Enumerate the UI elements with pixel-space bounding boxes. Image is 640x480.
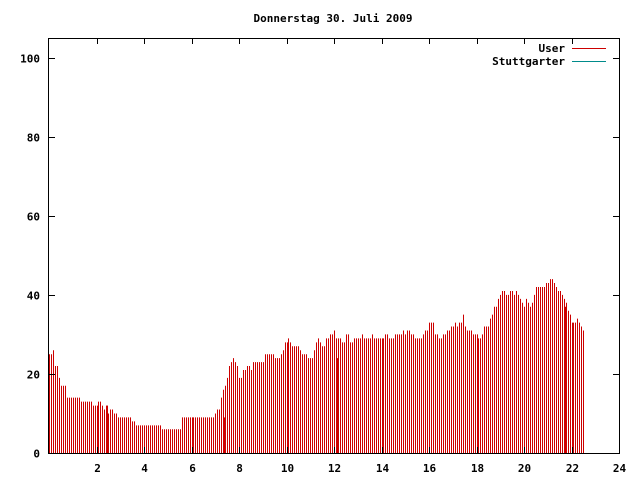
x-tick-label: 6 bbox=[189, 462, 196, 475]
x-tick-label: 14 bbox=[376, 462, 390, 475]
y-ticks: 0 20 40 60 80 100 bbox=[20, 53, 619, 461]
x-tick-label: 16 bbox=[423, 462, 437, 475]
x-tick-label: 20 bbox=[518, 462, 531, 475]
y-tick-label: 100 bbox=[20, 53, 40, 66]
x-tick-label: 2 bbox=[94, 462, 101, 475]
bars-layer bbox=[49, 279, 584, 453]
x-tick-label: 4 bbox=[141, 462, 148, 475]
x-tick-label: 8 bbox=[236, 462, 243, 475]
y-tick-label: 60 bbox=[27, 211, 40, 224]
user-bar-highlight bbox=[223, 417, 225, 453]
user-bar-highlight bbox=[336, 358, 338, 453]
x-tick-label: 22 bbox=[566, 462, 579, 475]
x-tick-label: 24 bbox=[613, 462, 627, 475]
y-tick-label: 80 bbox=[27, 132, 40, 145]
y-tick-label: 40 bbox=[27, 290, 40, 303]
x-tick-label: 12 bbox=[328, 462, 341, 475]
chart-title: Donnerstag 30. Juli 2009 bbox=[254, 12, 413, 25]
user-bar-highlight bbox=[564, 306, 566, 453]
x-ticks: 2 4 6 8 10 12 14 16 18 20 22 24 bbox=[94, 38, 626, 475]
y-tick-label: 0 bbox=[33, 448, 40, 461]
legend: User Stuttgarter bbox=[492, 42, 606, 68]
user-bar-highlight bbox=[106, 405, 108, 453]
x-tick-label: 18 bbox=[471, 462, 484, 475]
x-tick-label: 10 bbox=[281, 462, 294, 475]
legend-label-user: User bbox=[539, 42, 566, 55]
y-tick-label: 20 bbox=[27, 369, 40, 382]
legend-label-stuttgarter: Stuttgarter bbox=[492, 55, 565, 68]
